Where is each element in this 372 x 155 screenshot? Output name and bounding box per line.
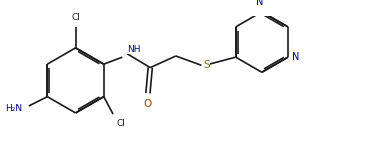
- Text: NH: NH: [127, 45, 141, 54]
- Text: N: N: [256, 0, 263, 7]
- Text: Cl: Cl: [116, 119, 125, 128]
- Text: Cl: Cl: [71, 13, 80, 22]
- Text: N: N: [292, 52, 299, 62]
- Text: H₂N: H₂N: [5, 104, 22, 113]
- Text: S: S: [203, 60, 210, 70]
- Text: O: O: [144, 99, 152, 109]
